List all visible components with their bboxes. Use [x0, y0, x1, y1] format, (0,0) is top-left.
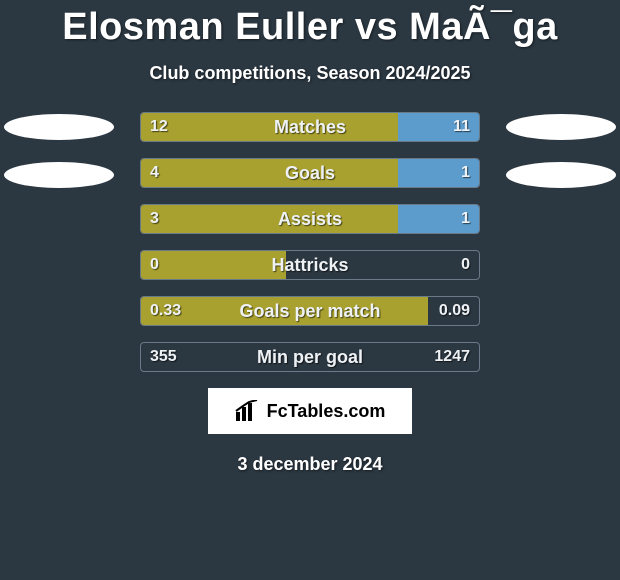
stat-value-right: 0	[461, 250, 470, 280]
stat-value-right: 0.09	[439, 296, 470, 326]
player-left-ellipse	[4, 114, 114, 140]
stat-value-right: 1	[461, 204, 470, 234]
stat-label: Goals per match	[140, 296, 480, 326]
stat-row: 4Goals1	[0, 158, 620, 188]
player-right-ellipse	[506, 114, 616, 140]
bar-chart-icon	[235, 400, 261, 422]
page-title: Elosman Euller vs MaÃ¯ga	[0, 0, 620, 49]
stat-label: Min per goal	[140, 342, 480, 372]
stat-value-right: 1	[461, 158, 470, 188]
player-right-ellipse	[506, 162, 616, 188]
stat-label: Goals	[140, 158, 480, 188]
stat-row: 3Assists1	[0, 204, 620, 234]
stat-label: Assists	[140, 204, 480, 234]
badge-text: FcTables.com	[267, 401, 386, 422]
fctables-badge: FcTables.com	[208, 388, 412, 434]
stat-rows: 12Matches11 4Goals1 3Assists1 0Hattricks0 0.…	[0, 112, 620, 372]
date-label: 3 december 2024	[0, 454, 620, 475]
stat-value-right: 1247	[434, 342, 470, 372]
stat-label: Hattricks	[140, 250, 480, 280]
stat-row: 355Min per goal1247	[0, 342, 620, 372]
stat-row: 0Hattricks0	[0, 250, 620, 280]
stat-row: 12Matches11	[0, 112, 620, 142]
stat-value-right: 11	[453, 112, 470, 142]
player-left-ellipse	[4, 162, 114, 188]
page-subtitle: Club competitions, Season 2024/2025	[0, 63, 620, 84]
stat-row: 0.33Goals per match0.09	[0, 296, 620, 326]
stat-label: Matches	[140, 112, 480, 142]
